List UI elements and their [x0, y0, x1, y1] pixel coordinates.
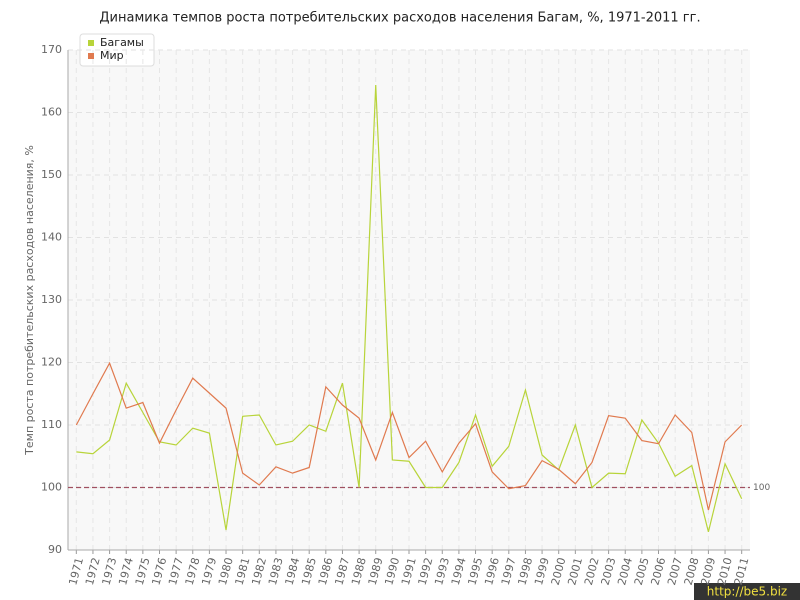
- y-tick-label: 130: [41, 293, 62, 306]
- legend-swatch: [88, 53, 94, 59]
- x-tick-label: 2011: [732, 556, 752, 586]
- y-tick-label: 150: [41, 168, 62, 181]
- legend-swatch: [88, 40, 94, 46]
- y-tick-label: 170: [41, 43, 62, 56]
- y-tick-label: 140: [41, 231, 62, 244]
- series-line: [75, 361, 743, 511]
- y-tick-label: 90: [48, 543, 62, 556]
- y-axis-label: Темп роста потребительских расходов насе…: [23, 145, 36, 456]
- y-tick-label: 160: [41, 106, 62, 119]
- chart-title: Динамика темпов роста потребительских ра…: [99, 11, 700, 26]
- series-line: [76, 84, 743, 533]
- y-tick-label: 120: [41, 356, 62, 369]
- reference-label: 100: [753, 483, 770, 493]
- y-tick-label: 110: [41, 418, 62, 431]
- legend-label: Мир: [100, 49, 124, 62]
- watermark-bg: [694, 583, 800, 600]
- watermark: http://be5.biz: [707, 585, 787, 599]
- legend-label: Багамы: [100, 36, 144, 49]
- y-tick-label: 100: [41, 481, 62, 494]
